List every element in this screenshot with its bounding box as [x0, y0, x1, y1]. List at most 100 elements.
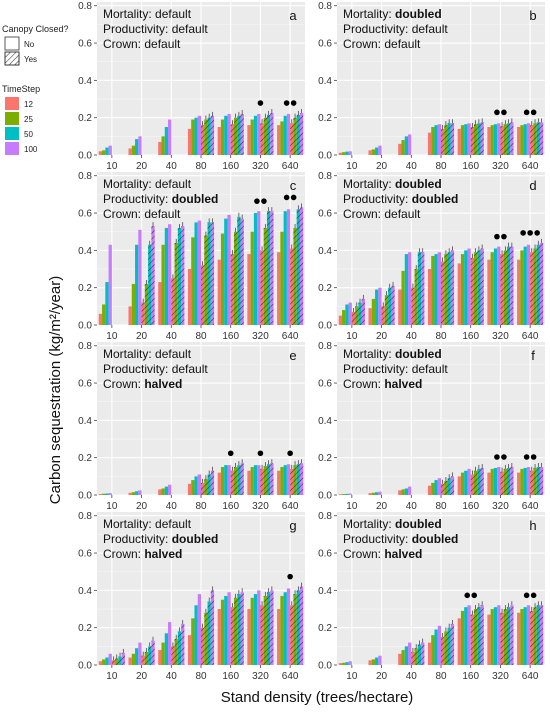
- bar-closed-hatch: [260, 468, 264, 495]
- condition-value: default: [384, 37, 421, 51]
- bar-no-closed: [342, 494, 346, 495]
- bar-no-closed: [280, 467, 284, 495]
- x-tick-label: 40: [406, 501, 418, 512]
- panel-f: 0.0 0.2 0.4 0.6 0.8 10 20 40 80 160 320 640 f Mortali…: [318, 341, 545, 512]
- bar-closed-hatch: [447, 123, 451, 155]
- x-tick-label: 20: [136, 501, 148, 512]
- significance-marker: [494, 109, 500, 116]
- bar-closed-hatch: [174, 638, 178, 665]
- x-tick-label: 640: [282, 331, 299, 342]
- bar-no-closed: [437, 252, 441, 325]
- bar-no-closed: [253, 115, 258, 155]
- bar-no-closed: [497, 467, 501, 495]
- x-tick-label: 320: [492, 161, 509, 172]
- panel-label: a: [289, 8, 297, 23]
- bar-closed-hatch: [480, 122, 484, 155]
- bar-no-closed: [404, 488, 409, 495]
- x-tick-label: 80: [435, 161, 447, 172]
- significance-marker: [530, 109, 537, 116]
- bar-closed-hatch: [204, 119, 208, 155]
- bar-no-closed: [108, 244, 112, 325]
- legend-timestep-swatch-100: [5, 142, 19, 155]
- x-tick-label: 320: [252, 161, 269, 172]
- bar-no-closed: [138, 642, 142, 665]
- bar-no-closed: [283, 115, 287, 155]
- bar-no-closed: [404, 254, 409, 325]
- bar-closed-hatch: [414, 648, 418, 665]
- condition-value: default: [144, 37, 181, 51]
- x-axis-title: Stand density (trees/hectare): [221, 689, 414, 706]
- bar-no-closed: [98, 151, 103, 155]
- bar-no-closed: [375, 147, 379, 155]
- bar-no-closed: [164, 227, 169, 325]
- bar-closed-hatch: [296, 114, 300, 155]
- bar-no-closed: [490, 252, 494, 325]
- bar-no-closed: [250, 467, 254, 495]
- y-tick-label: 0.8: [78, 511, 92, 522]
- bar-no-closed: [371, 659, 376, 665]
- condition-line: Productivity: doubled: [103, 532, 218, 546]
- bar-no-closed: [227, 592, 231, 665]
- bar-no-closed: [108, 493, 112, 495]
- x-tick-label: 640: [522, 161, 539, 172]
- bar-no-closed: [408, 252, 412, 325]
- legend-timestep-swatch-50: [5, 127, 19, 140]
- significance-marker: [523, 454, 530, 460]
- condition-line: Crown: halved: [103, 547, 182, 561]
- condition-name: Productivity:: [343, 192, 412, 206]
- condition-value: doubled: [412, 532, 459, 546]
- x-tick-label: 20: [136, 161, 148, 172]
- bar-closed-hatch: [506, 246, 511, 325]
- bar-no-closed: [338, 494, 343, 495]
- bar-closed-hatch: [201, 265, 205, 325]
- bar-no-closed: [487, 472, 491, 495]
- bar-closed-hatch: [230, 470, 234, 495]
- x-tick-label: 160: [462, 161, 479, 172]
- bar-no-closed: [368, 660, 372, 665]
- legend-canopy-title: Canopy Closed?: [2, 24, 69, 34]
- bar-no-closed: [277, 125, 281, 155]
- bar-no-closed: [227, 465, 231, 495]
- bar-no-closed: [128, 148, 132, 155]
- significance-marker: [261, 198, 267, 204]
- y-tick-label: 0.0: [318, 661, 332, 672]
- bar-no-closed: [138, 490, 142, 495]
- bar-no-closed: [102, 659, 106, 665]
- bar-no-closed: [187, 635, 192, 665]
- bar-closed-hatch: [270, 211, 274, 325]
- bar-closed-hatch: [391, 285, 395, 325]
- bar-closed-hatch: [421, 252, 425, 325]
- bar-closed-hatch: [533, 607, 537, 665]
- bar-closed-hatch: [450, 123, 455, 155]
- bar-no-closed: [497, 605, 501, 665]
- bar-no-closed: [105, 282, 109, 325]
- condition-value: default: [155, 347, 192, 361]
- bar-closed-hatch: [450, 250, 455, 325]
- bar-closed-hatch: [500, 612, 504, 665]
- bar-closed-hatch: [266, 464, 271, 495]
- bar-no-closed: [520, 468, 524, 495]
- y-axis-title: Carbon sequestration (kg/m²/year): [47, 276, 64, 504]
- bar-closed-hatch: [111, 660, 116, 665]
- condition-line: Productivity: default: [103, 362, 208, 376]
- bar-closed-hatch: [263, 595, 267, 665]
- bar-closed-hatch: [539, 242, 544, 325]
- bar-closed-hatch: [177, 227, 182, 325]
- bar-closed-hatch: [417, 644, 422, 665]
- bar-no-closed: [464, 250, 468, 325]
- bar-no-closed: [517, 612, 521, 665]
- x-tick-label: 320: [492, 501, 509, 512]
- bar-no-closed: [437, 478, 441, 495]
- bar-no-closed: [460, 125, 465, 155]
- bar-closed-hatch: [473, 470, 478, 495]
- bar-no-closed: [520, 250, 524, 325]
- bar-no-closed: [375, 492, 379, 495]
- panel-label: c: [290, 178, 297, 193]
- condition-name: Productivity:: [343, 532, 412, 546]
- bar-closed-hatch: [530, 125, 534, 155]
- bar-closed-hatch: [503, 124, 507, 155]
- bar-closed-hatch: [296, 464, 300, 495]
- bar-closed-hatch: [441, 261, 445, 325]
- bar-no-closed: [493, 248, 498, 325]
- bar-no-closed: [158, 650, 162, 665]
